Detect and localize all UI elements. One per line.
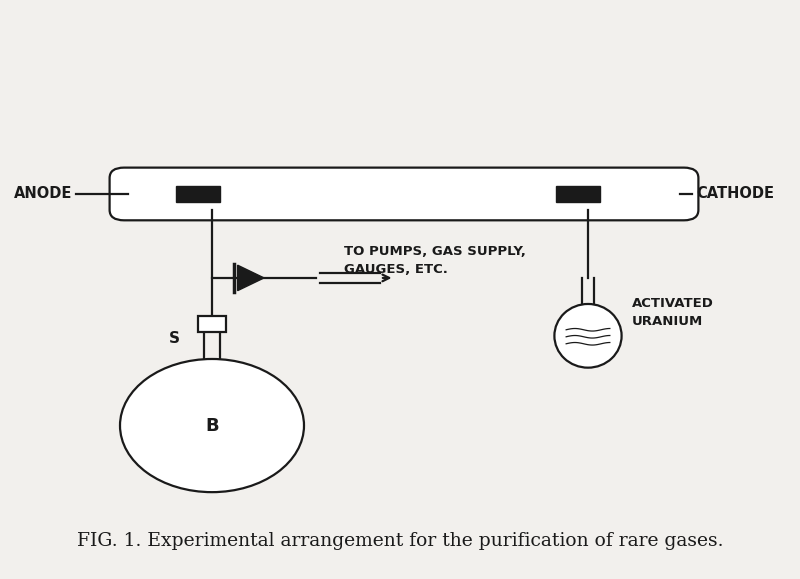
Text: CATHODE: CATHODE [696,186,774,201]
Text: GAUGES, ETC.: GAUGES, ETC. [344,263,448,276]
Bar [198,316,226,332]
FancyBboxPatch shape [110,168,698,220]
Text: ACTIVATED: ACTIVATED [632,298,714,310]
Polygon shape [238,265,264,291]
Text: ANODE: ANODE [14,186,72,201]
Text: FIG. 1. Experimental arrangement for the purification of rare gases.: FIG. 1. Experimental arrangement for the… [77,532,723,551]
Bar [176,186,220,202]
Circle shape [120,359,304,492]
Ellipse shape [554,304,622,368]
Bar [556,186,600,202]
Text: TO PUMPS, GAS SUPPLY,: TO PUMPS, GAS SUPPLY, [344,245,526,258]
Text: URANIUM: URANIUM [632,315,703,328]
Text: S: S [169,331,180,346]
Text: B: B [205,416,219,435]
